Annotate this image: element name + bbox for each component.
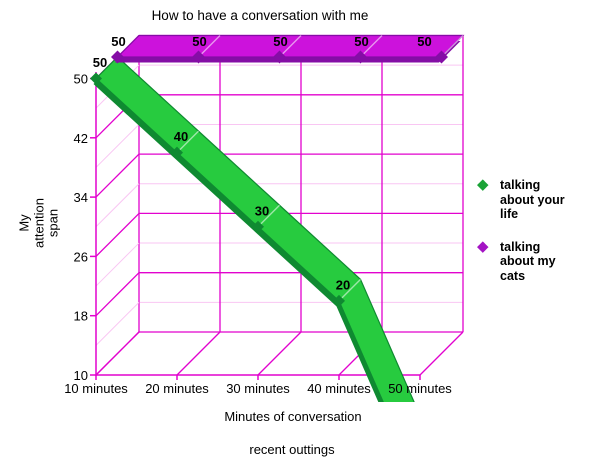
- data-label: 50: [273, 34, 287, 49]
- legend-entry-talking-about-my-cats: ◆ talking about my cats: [470, 237, 565, 284]
- legend-label-line: life: [500, 207, 519, 221]
- y-tick-label: 42: [74, 131, 88, 146]
- back-wall-grid: [138, 34, 464, 333]
- ribbon-talking-about-my-cats: [115, 34, 465, 63]
- x-category-label: 40 minutes: [307, 381, 371, 396]
- data-label: 40: [174, 129, 188, 144]
- legend-label-line: talking: [500, 178, 541, 192]
- series-diamond-icon: ◆: [477, 176, 489, 193]
- data-label: 50: [192, 34, 206, 49]
- markers-talking-about-your-life: [90, 72, 345, 307]
- chart-title: How to have a conversation with me: [151, 8, 369, 23]
- legend-label-line: about my: [500, 254, 556, 268]
- x-category-label: 50 minutes: [388, 381, 452, 396]
- legend-label-line: about your: [500, 192, 565, 207]
- data-label: 50: [111, 34, 125, 49]
- legend: ◆ talking about your life ◆ talking abou…: [470, 176, 565, 301]
- x-category-label: 10 minutes: [64, 381, 128, 396]
- data-label: 30: [255, 203, 269, 218]
- x-axis-title: Minutes of conversation: [224, 409, 362, 424]
- y-tick-label: 50: [74, 72, 88, 87]
- data-labels: 50 40 30 20 50 50 50 50 50: [93, 34, 432, 292]
- y-tick-label: 18: [74, 309, 88, 324]
- legend-entry-talking-about-your-life: ◆ talking about your life: [470, 176, 565, 222]
- y-tick-label: 10: [74, 368, 88, 383]
- bottom-caption: recent outtings: [249, 442, 335, 457]
- data-label: 20: [336, 277, 350, 292]
- y-tick-label: 26: [74, 249, 88, 264]
- axes: [90, 72, 421, 380]
- legend-label-line: talking: [500, 239, 541, 254]
- floor-grid: [95, 331, 464, 376]
- x-category-label: 20 minutes: [145, 381, 209, 396]
- y-tick-label: 34: [74, 190, 88, 205]
- data-label: 50: [93, 55, 107, 70]
- legend-label-line: cats: [500, 268, 526, 283]
- data-label: 50: [354, 34, 368, 49]
- data-label: 50: [417, 34, 431, 49]
- markers-talking-about-my-cats: [111, 50, 448, 64]
- series-diamond-icon: ◆: [477, 237, 489, 255]
- ribbon-talking-about-your-life: [93, 56, 415, 402]
- x-category-label: 30 minutes: [226, 381, 290, 396]
